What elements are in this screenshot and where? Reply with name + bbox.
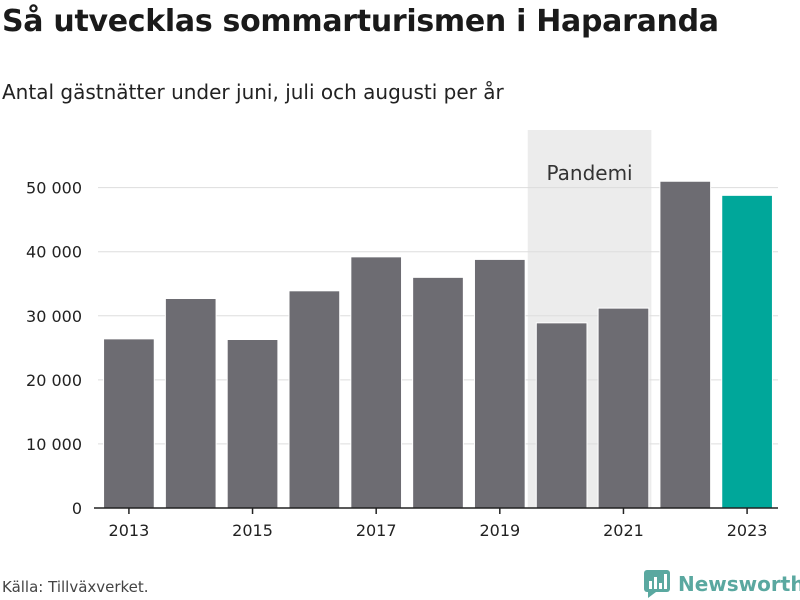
bar: [164, 297, 217, 509]
y-tick-label: 50 000: [26, 179, 82, 198]
x-tick-label: 2015: [232, 521, 273, 540]
bar: [721, 194, 773, 509]
brand-logo: Newsworthy: [644, 570, 800, 598]
x-tick-label: 2019: [479, 521, 520, 540]
bar: [226, 339, 279, 509]
bar: [412, 276, 464, 509]
x-tick-label: 2023: [727, 521, 768, 540]
y-tick-label: 30 000: [26, 307, 82, 326]
bar: [473, 258, 526, 509]
y-tick-label: 10 000: [26, 435, 82, 454]
source-note: Källa: Tillväxverket.: [2, 578, 149, 596]
chart-title: Så utvecklas sommarturismen i Haparanda: [2, 4, 719, 39]
x-tick-label: 2013: [109, 521, 150, 540]
y-tick-label: 40 000: [26, 243, 82, 262]
brand-name: Newsworthy: [678, 572, 800, 596]
pandemic-label: Pandemi: [546, 161, 632, 185]
bar: [350, 256, 403, 509]
y-tick-label: 0: [72, 499, 82, 518]
x-tick-label: 2017: [356, 521, 397, 540]
newsworthy-logo-icon: [644, 570, 670, 598]
bar: [288, 290, 341, 509]
x-tick-label: 2021: [603, 521, 644, 540]
bar: [597, 307, 650, 509]
bar: [659, 180, 712, 509]
chart-subtitle: Antal gästnätter under juni, juli och au…: [2, 80, 504, 104]
y-tick-label: 20 000: [26, 371, 82, 390]
bar: [535, 322, 588, 509]
bar: [103, 338, 155, 509]
